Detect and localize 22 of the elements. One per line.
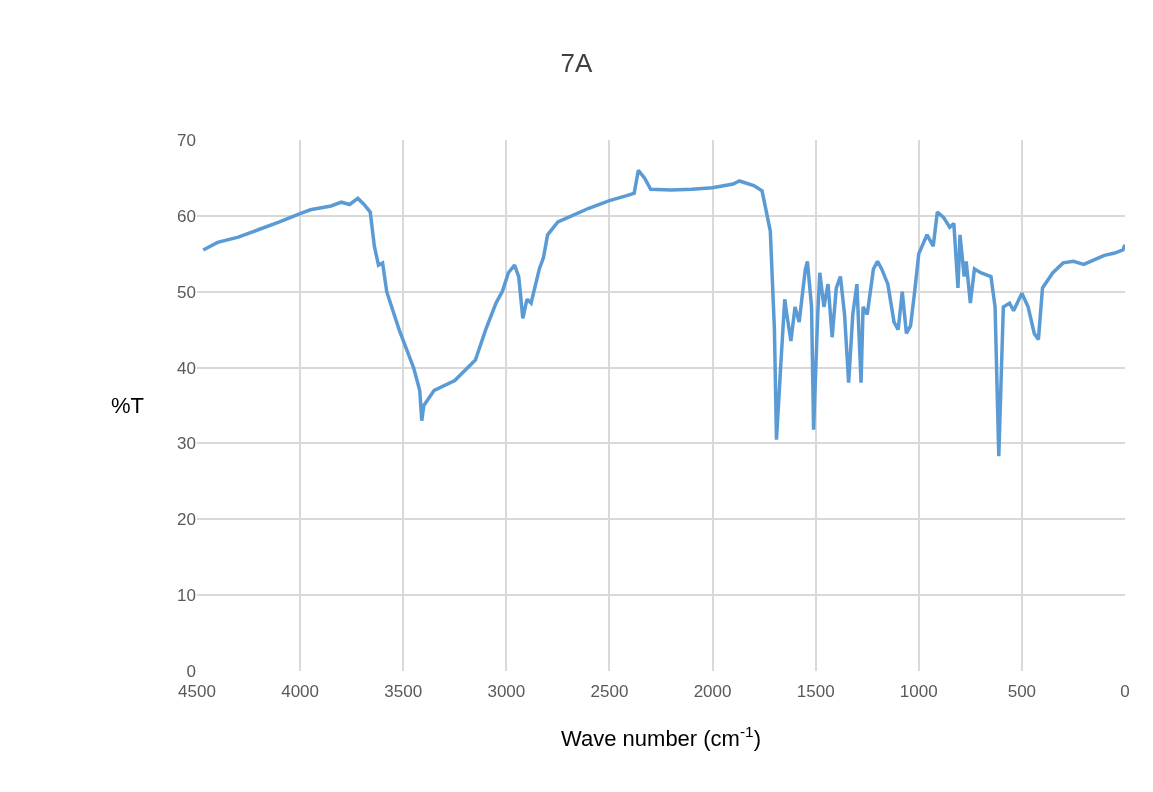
x-tick-label: 3000	[487, 682, 526, 701]
x-axis-title: Wave number (cm$^{-1}$)	[561, 722, 761, 751]
y-axis-title: %T	[111, 393, 144, 418]
x-tick-label: 1000	[899, 682, 938, 701]
x-tick-label: 2000	[693, 682, 732, 701]
y-tick-label: 20	[177, 510, 196, 530]
x-tick-label: 2500	[590, 682, 629, 701]
x-tick-label: 1500	[796, 682, 835, 701]
y-tick-label: 60	[177, 206, 196, 226]
y-tick-label: 0	[186, 661, 196, 681]
y-tick-label: 70	[177, 130, 196, 150]
x-tick-label: 4000	[281, 682, 320, 701]
y-tick-label: 40	[177, 358, 196, 378]
y-tick-label: 30	[177, 434, 196, 454]
chart-title: 7A	[560, 48, 594, 79]
x-tick-label: 4500	[178, 682, 216, 701]
y-tick-label: 10	[177, 586, 196, 606]
x-tick-label: 3500	[384, 682, 423, 701]
x-tick-label: 500	[1007, 682, 1037, 701]
y-tick-label: 50	[177, 282, 196, 302]
line-series	[201, 168, 1125, 459]
x-tick-label: 0	[1120, 682, 1130, 701]
